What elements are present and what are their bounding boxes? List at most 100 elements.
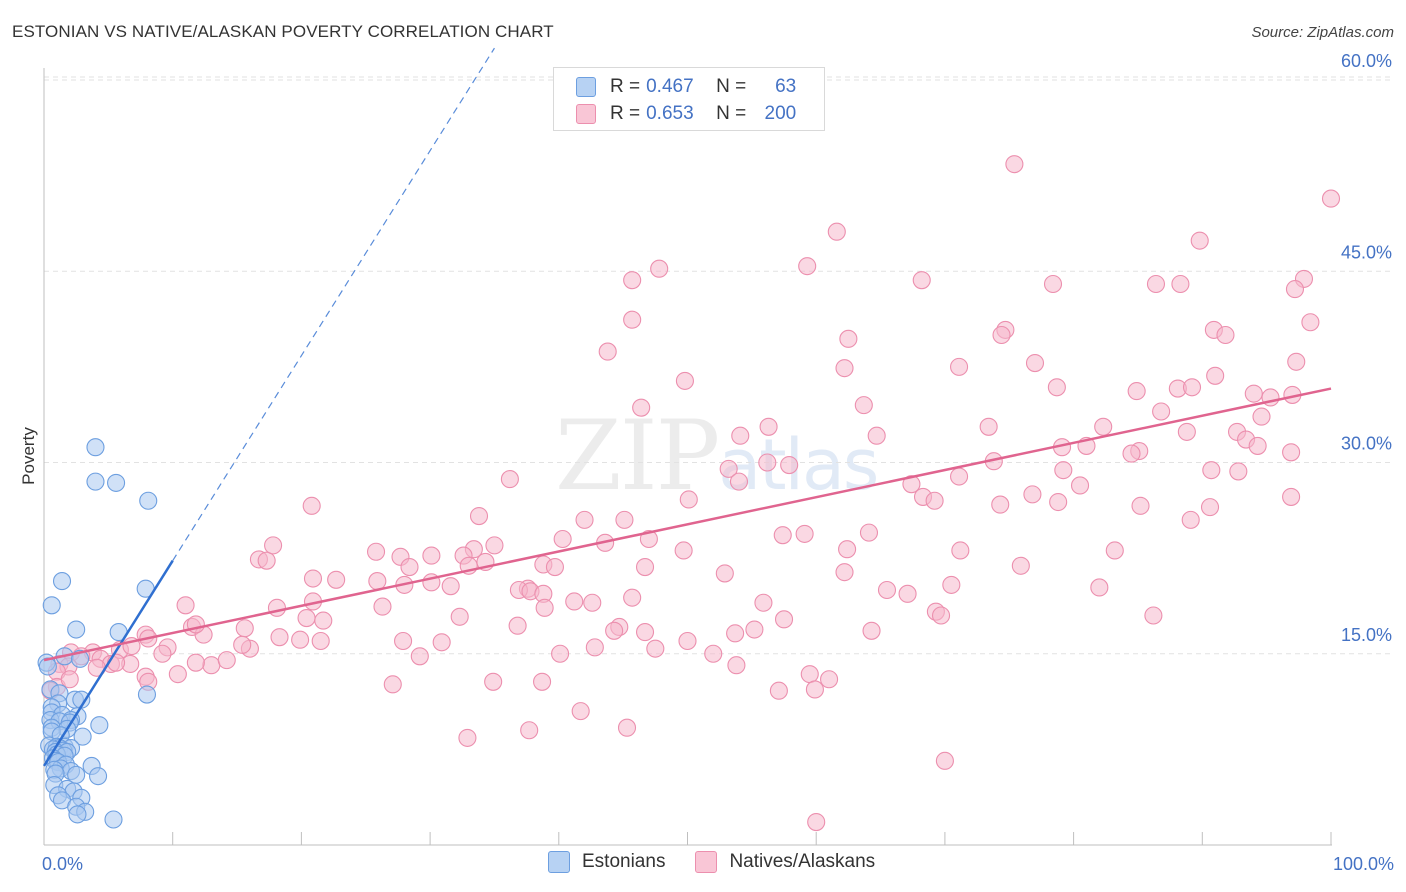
natives-point (615, 510, 634, 529)
natives-point (373, 597, 392, 616)
natives-point (617, 718, 637, 737)
legend-r-label: R = (610, 76, 641, 97)
legend-swatch-natives (576, 104, 596, 124)
natives-point (394, 631, 413, 651)
natives-point (1252, 407, 1271, 426)
natives-point (835, 359, 854, 378)
natives-point (257, 551, 276, 570)
natives-point (1122, 444, 1141, 463)
natives-point (575, 510, 594, 529)
natives-point (632, 398, 651, 417)
natives-point (500, 470, 519, 489)
estonians-point (89, 767, 108, 786)
natives-point (441, 577, 460, 596)
natives-point (422, 546, 441, 565)
natives-point (898, 584, 917, 603)
natives-point (862, 621, 881, 640)
y-tick-label: 30.0% (1341, 434, 1392, 454)
natives-point (754, 593, 773, 612)
natives-point (759, 417, 778, 436)
natives-point (432, 633, 451, 652)
natives-point (838, 540, 857, 559)
natives-point (715, 564, 734, 583)
natives-point (1285, 280, 1305, 299)
natives-point (877, 580, 897, 600)
natives-point (912, 271, 931, 290)
estonians-point (67, 620, 86, 639)
natives-point (1043, 274, 1063, 294)
natives-point (535, 598, 554, 617)
natives-point (1054, 461, 1073, 480)
natives-point (565, 592, 584, 611)
natives-point (623, 271, 642, 290)
natives-point (1282, 443, 1301, 462)
estonians-point (73, 727, 92, 746)
natives-point (270, 628, 289, 647)
natives-point (623, 588, 642, 607)
natives-point (992, 325, 1011, 345)
natives-point (311, 631, 330, 651)
natives-point (675, 371, 694, 390)
estonians-point (90, 716, 109, 735)
natives-point (233, 635, 252, 654)
natives-point (798, 257, 817, 276)
natives-point (1023, 485, 1042, 504)
natives-point (366, 542, 386, 561)
legend-row-estonians: R = 0.467 N = 63 (576, 74, 796, 100)
natives-point (805, 680, 824, 699)
gridlines (44, 76, 1392, 655)
y-axis-label: Poverty (19, 427, 38, 485)
estonians-point (38, 657, 57, 676)
natives-point (639, 529, 658, 549)
natives-point (679, 490, 698, 509)
natives-point (520, 721, 539, 740)
natives-point (780, 455, 799, 475)
natives-point (623, 310, 642, 329)
natives-point (1248, 436, 1267, 455)
natives-point (950, 467, 969, 486)
natives-point (484, 672, 503, 691)
natives-point (186, 653, 205, 672)
natives-point (774, 610, 794, 629)
series-legend: Estonians Natives/Alaskans (548, 851, 905, 873)
natives-point (950, 357, 969, 376)
natives-point (583, 593, 602, 612)
natives-point (235, 619, 254, 638)
natives-point (368, 572, 387, 591)
natives-point (1301, 313, 1320, 332)
natives-point (533, 672, 552, 691)
natives-point (1177, 422, 1196, 441)
natives-point (727, 656, 746, 675)
legend-n-label: N = (716, 76, 747, 97)
legend-label-natives: Natives/Alaskans (729, 851, 876, 872)
natives-point (598, 342, 617, 361)
x-tick-labels: 0.0% 100.0% (42, 854, 1394, 874)
natives-point (458, 728, 477, 747)
natives-point (297, 608, 316, 628)
natives-point (678, 631, 697, 651)
natives-point (400, 557, 419, 577)
natives-point (571, 702, 590, 721)
natives-point (1229, 462, 1248, 481)
natives-point (168, 665, 187, 684)
natives-point (327, 570, 346, 589)
x-tick-label: 0.0% (42, 854, 83, 874)
natives-point (835, 563, 854, 582)
natives-point (1144, 606, 1163, 625)
natives-point (729, 472, 749, 491)
natives-point (827, 222, 846, 241)
legend-item-estonians[interactable]: Estonians (548, 851, 665, 873)
legend-n-label: N = (716, 103, 747, 124)
natives-point (60, 670, 79, 689)
natives-point (1206, 366, 1225, 385)
natives-point (153, 644, 172, 663)
natives-points (41, 155, 1341, 832)
natives-point (605, 621, 624, 640)
legend-label-estonians: Estonians (582, 851, 666, 872)
natives-point (991, 495, 1010, 514)
legend-item-natives[interactable]: Natives/Alaskans (695, 851, 875, 873)
natives-point (1090, 578, 1109, 597)
legend-swatch-estonians (576, 77, 596, 97)
natives-point (674, 541, 693, 560)
natives-point (1282, 487, 1301, 506)
